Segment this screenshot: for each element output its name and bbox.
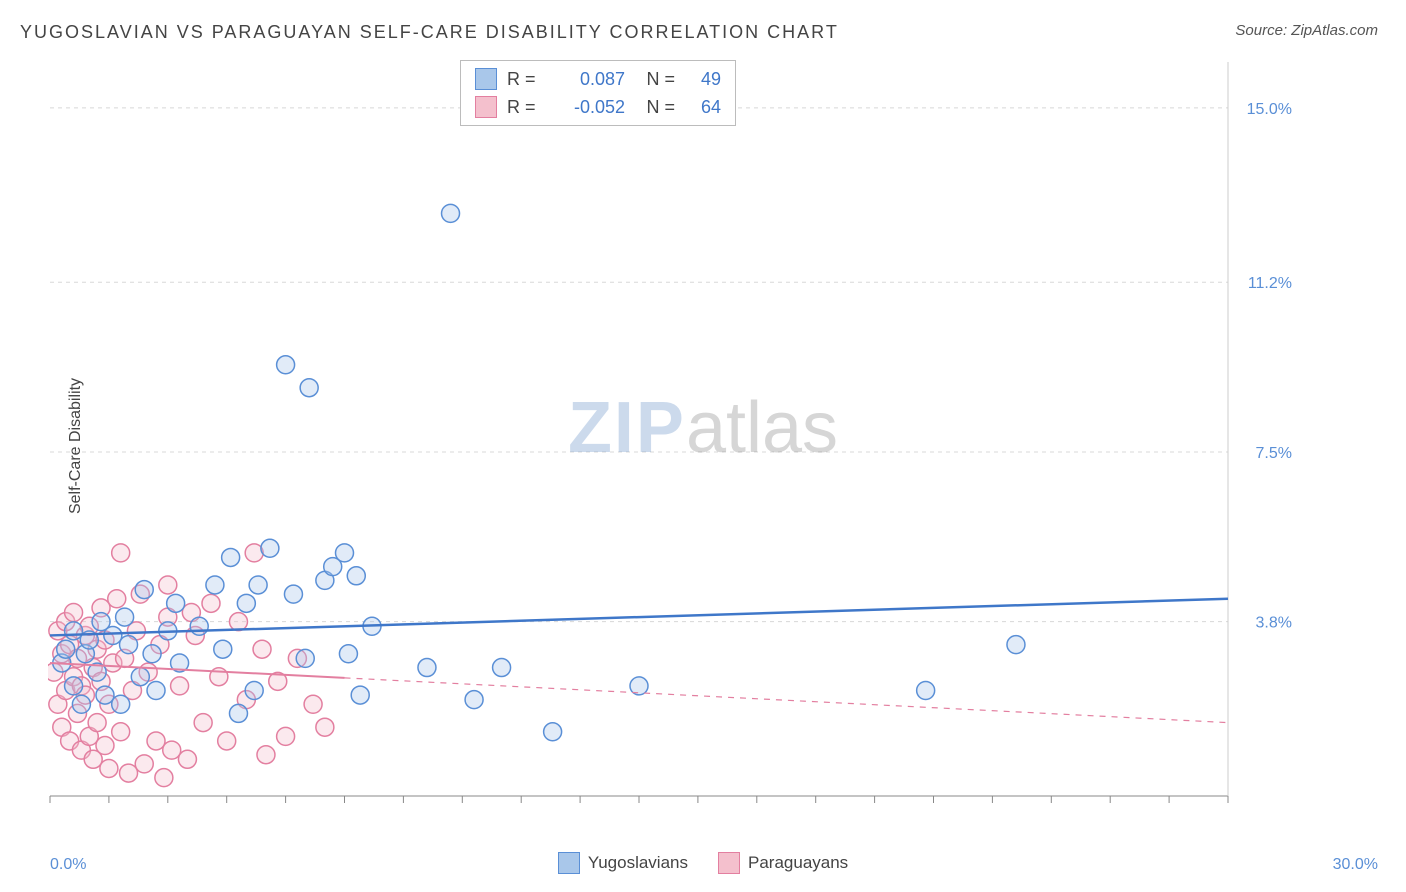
n-value-paraguayans: 64 [685, 97, 721, 118]
plot-svg: 3.8% 7.5% 11.2% 15.0% [48, 56, 1298, 826]
legend-label: Yugoslavians [588, 853, 688, 873]
x-axis-max-label: 30.0% [1333, 856, 1378, 874]
scatter-plot: 3.8% 7.5% 11.2% 15.0% [48, 56, 1298, 826]
svg-text:3.8%: 3.8% [1256, 615, 1292, 632]
legend-swatch-paraguayans [475, 96, 497, 118]
series-legend: Yugoslavians Paraguayans [0, 852, 1406, 874]
source-value: ZipAtlas.com [1291, 22, 1378, 39]
source-label: Source: [1235, 22, 1287, 39]
legend-swatch-icon [558, 852, 580, 874]
r-value-yugoslavians: 0.087 [553, 69, 625, 90]
legend-row-paraguayans: R = -0.052 N = 64 [461, 93, 735, 121]
r-label: R = [507, 97, 543, 118]
legend-swatch-icon [718, 852, 740, 874]
legend-item-yugoslavians: Yugoslavians [558, 852, 688, 874]
r-label: R = [507, 69, 543, 90]
x-axis-origin-label: 0.0% [50, 856, 86, 874]
r-value-paraguayans: -0.052 [553, 97, 625, 118]
n-label: N = [635, 97, 675, 118]
chart-title: YUGOSLAVIAN VS PARAGUAYAN SELF-CARE DISA… [20, 22, 839, 43]
svg-text:11.2%: 11.2% [1248, 275, 1292, 292]
legend-item-paraguayans: Paraguayans [718, 852, 848, 874]
legend-row-yugoslavians: R = 0.087 N = 49 [461, 65, 735, 93]
correlation-legend: R = 0.087 N = 49 R = -0.052 N = 64 [460, 60, 736, 126]
source-attribution: Source: ZipAtlas.com [1235, 22, 1378, 39]
legend-swatch-yugoslavians [475, 68, 497, 90]
n-value-yugoslavians: 49 [685, 69, 721, 90]
n-label: N = [635, 69, 675, 90]
legend-label: Paraguayans [748, 853, 848, 873]
svg-text:15.0%: 15.0% [1247, 101, 1292, 118]
svg-text:7.5%: 7.5% [1256, 445, 1292, 462]
